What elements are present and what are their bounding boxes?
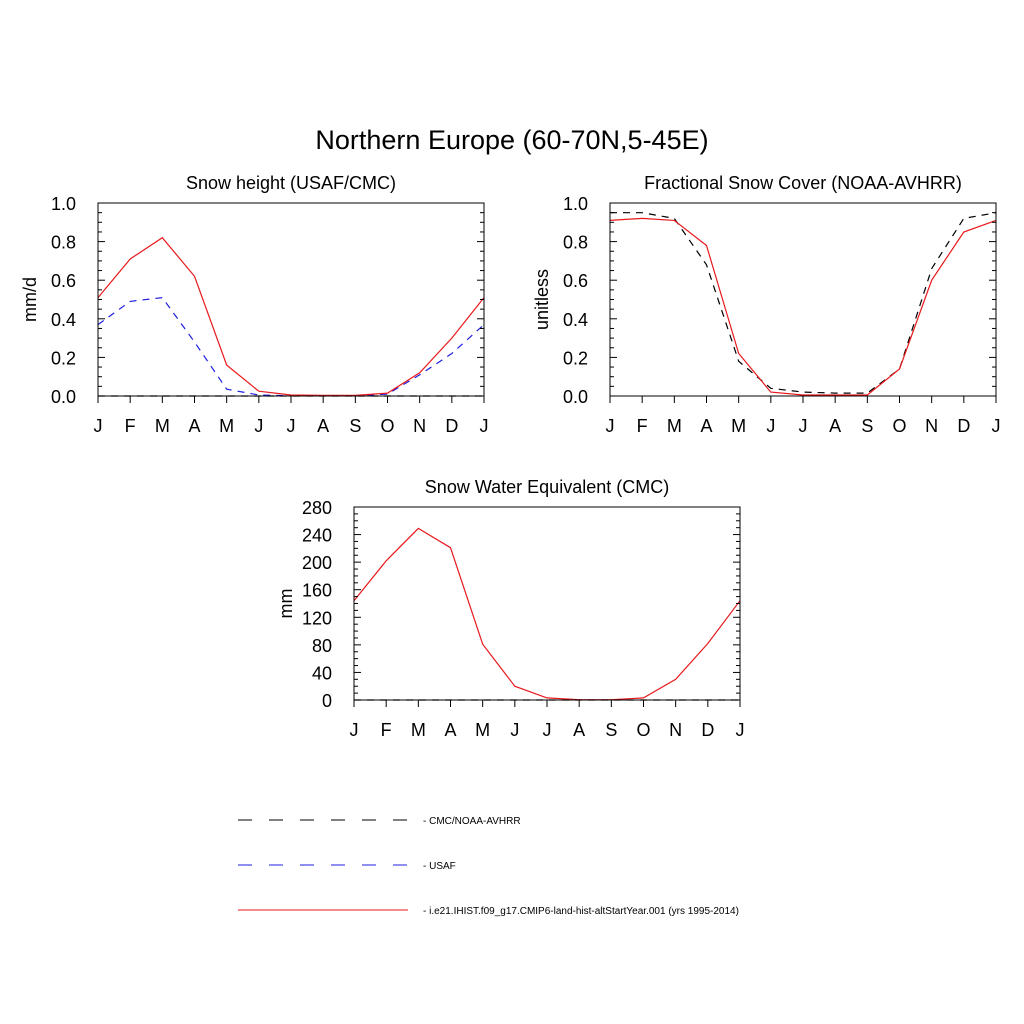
- x-tick-label: J: [736, 720, 745, 740]
- legend: - CMC/NOAA-AVHRR - USAF - i.e21.IHIST.f09_…: [238, 816, 739, 917]
- y-axis-label: unitless: [532, 269, 552, 330]
- chart-panel-2: Fractional Snow Cover (NOAA-AVHRR) unitle…: [532, 173, 1001, 436]
- x-tick-label: J: [287, 416, 296, 436]
- x-tick-label: F: [381, 720, 392, 740]
- series-line-0: [97, 236, 485, 396]
- x-tick-label: J: [606, 416, 615, 436]
- y-tick-label: 0.6: [51, 271, 76, 291]
- y-tick-label: 0.6: [563, 271, 588, 291]
- series-line-0: [609, 217, 997, 396]
- y-tick-label: 0.8: [563, 233, 588, 253]
- x-tick-label: N: [925, 416, 938, 436]
- chart-title: Snow Water Equivalent (CMC): [425, 477, 669, 497]
- plot-frame: [353, 506, 741, 701]
- y-tick-label: 120: [302, 608, 332, 628]
- x-tick-label: O: [892, 416, 906, 436]
- x-tick-label: A: [829, 416, 841, 436]
- y-tick-label: 240: [302, 526, 332, 546]
- y-tick-label: 0.4: [563, 310, 588, 330]
- x-tick-label: N: [669, 720, 682, 740]
- y-tick-label: 0: [322, 691, 332, 711]
- y-tick-label: 0.8: [51, 233, 76, 253]
- plot-frame: [609, 202, 997, 397]
- y-tick-label: 280: [302, 498, 332, 518]
- chart-panel-3: Snow Water Equivalent (CMC) mm 0 40 80 120 160…: [276, 477, 745, 740]
- x-tick-label: J: [766, 416, 775, 436]
- x-tick-label: J: [992, 416, 1001, 436]
- y-tick-label: 160: [302, 581, 332, 601]
- x-tick-label: O: [636, 720, 650, 740]
- y-tick-label: 80: [312, 636, 332, 656]
- y-tick-label: 1.0: [563, 194, 588, 214]
- x-tick-label: J: [480, 416, 489, 436]
- x-tick-label: J: [510, 720, 519, 740]
- x-tick-label: M: [731, 416, 746, 436]
- chart-panel-1: Snow height (USAF/CMC) mm/d 0.0 0.2 0.4 0.6 0.…: [20, 173, 489, 436]
- y-tick-label: 200: [302, 553, 332, 573]
- x-tick-label: A: [700, 416, 712, 436]
- y-tick-label: 0.0: [563, 387, 588, 407]
- x-tick-label: J: [543, 720, 552, 740]
- legend-item: - USAF: [238, 861, 456, 872]
- series-line-1: [97, 296, 485, 397]
- legend-label: - i.e21.IHIST.f09_g17.CMIP6-land-hist-al…: [423, 906, 739, 917]
- series-line-1: [610, 212, 997, 394]
- x-tick-label: F: [637, 416, 648, 436]
- series-line-0: [353, 527, 741, 701]
- chart-title: Snow height (USAF/CMC): [186, 173, 396, 193]
- x-tick-label: A: [573, 720, 585, 740]
- plot-frame: [97, 202, 485, 397]
- x-tick-label: A: [188, 416, 200, 436]
- y-tick-label: 0.2: [563, 348, 588, 368]
- legend-item: - i.e21.IHIST.f09_g17.CMIP6-land-hist-al…: [238, 906, 739, 917]
- legend-label: - USAF: [423, 861, 456, 872]
- x-tick-label: J: [254, 416, 263, 436]
- x-tick-label: S: [605, 720, 617, 740]
- x-tick-label: J: [799, 416, 808, 436]
- x-tick-label: S: [861, 416, 873, 436]
- x-tick-label: O: [380, 416, 394, 436]
- x-tick-label: D: [701, 720, 714, 740]
- x-tick-label: J: [350, 720, 359, 740]
- y-tick-label: 0.2: [51, 348, 76, 368]
- y-axis-label: mm: [276, 589, 296, 619]
- chart-panels: Snow height (USAF/CMC) mm/d 0.0 0.2 0.4 0.6 0.…: [20, 173, 1001, 740]
- figure-title: Northern Europe (60-70N,5-45E): [315, 125, 708, 155]
- x-tick-label: M: [411, 720, 426, 740]
- y-tick-label: 40: [312, 663, 332, 683]
- x-tick-label: M: [219, 416, 234, 436]
- y-tick-label: 0.0: [51, 387, 76, 407]
- x-tick-label: M: [475, 720, 490, 740]
- x-tick-label: N: [413, 416, 426, 436]
- y-axis-label: mm/d: [20, 277, 40, 322]
- x-tick-label: D: [957, 416, 970, 436]
- y-tick-label: 0.4: [51, 310, 76, 330]
- x-tick-label: F: [125, 416, 136, 436]
- x-tick-label: D: [445, 416, 458, 436]
- x-tick-label: M: [667, 416, 682, 436]
- x-tick-label: A: [317, 416, 329, 436]
- legend-item: - CMC/NOAA-AVHRR: [238, 816, 521, 827]
- x-tick-label: M: [155, 416, 170, 436]
- x-tick-label: A: [444, 720, 456, 740]
- x-tick-label: S: [349, 416, 361, 436]
- chart-title: Fractional Snow Cover (NOAA-AVHRR): [644, 173, 962, 193]
- y-tick-label: 1.0: [51, 194, 76, 214]
- x-tick-label: J: [94, 416, 103, 436]
- legend-label: - CMC/NOAA-AVHRR: [423, 816, 521, 827]
